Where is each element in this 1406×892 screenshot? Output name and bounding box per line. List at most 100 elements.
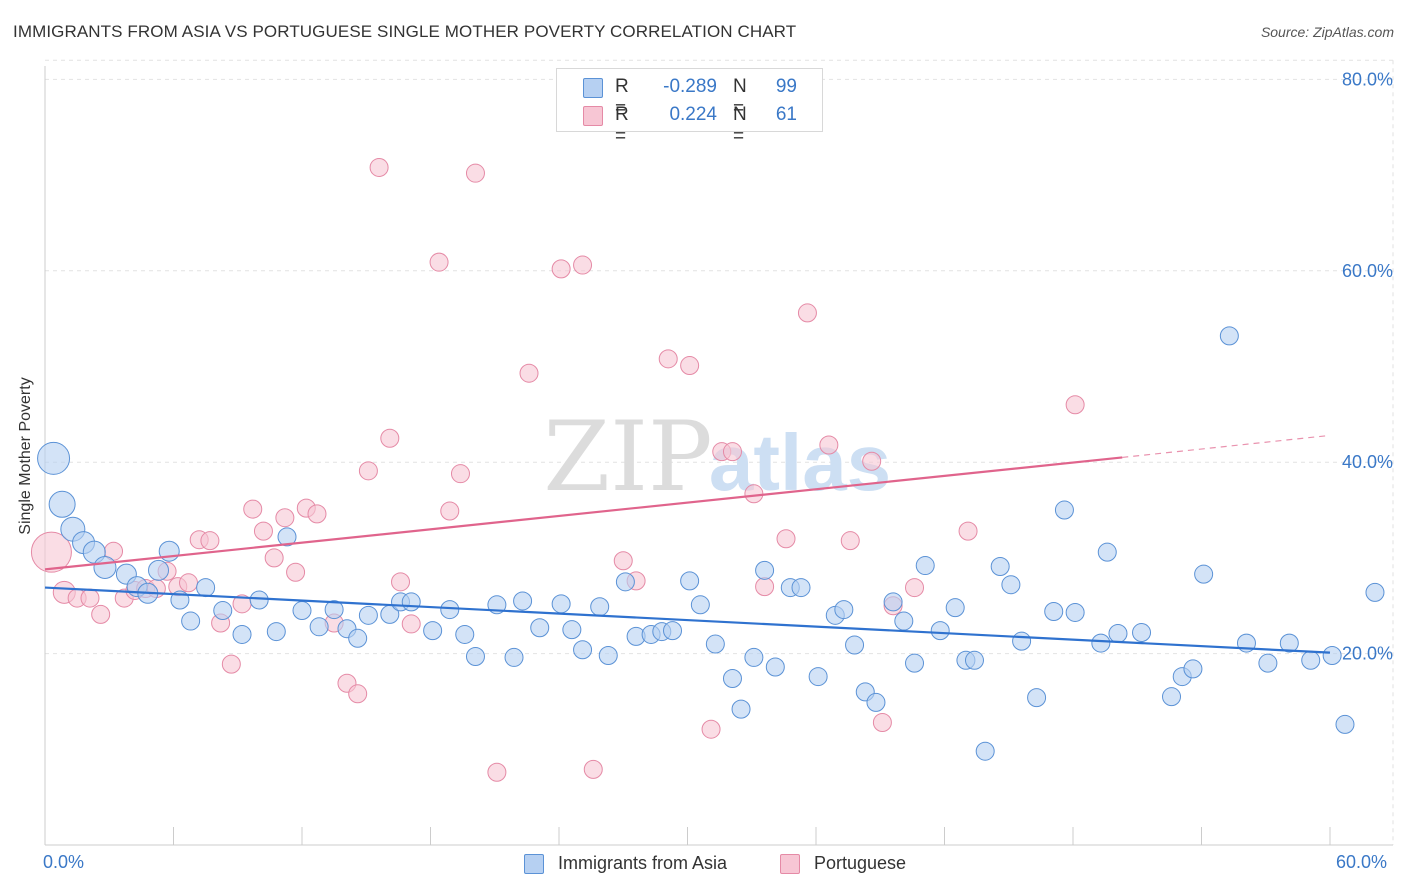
asia-point — [562, 620, 582, 640]
asia-point — [1365, 582, 1385, 602]
asia-n-value: 99 — [775, 76, 797, 97]
portuguese-point — [872, 713, 892, 733]
y-axis-title: Single Mother Poverty — [17, 377, 34, 535]
portuguese-point — [744, 484, 764, 504]
asia-point — [232, 624, 252, 644]
asia-point — [358, 605, 378, 625]
asia-point — [309, 617, 329, 637]
asia-point — [504, 647, 524, 667]
asia-r-value: -0.289 — [663, 76, 717, 97]
portuguese-point — [91, 604, 111, 624]
asia-point — [530, 618, 550, 638]
asia-point — [1162, 687, 1182, 707]
asia-point — [181, 611, 201, 631]
asia-point — [1091, 633, 1111, 653]
asia-point — [573, 640, 593, 660]
portuguese-point — [80, 588, 100, 608]
y-tick-label: 40.0% — [1342, 452, 1393, 472]
asia-point — [277, 527, 297, 547]
portuguese-point — [583, 759, 603, 779]
asia-point — [930, 621, 950, 641]
asia-point — [598, 646, 618, 666]
portuguese-point — [253, 521, 273, 541]
portuguese-point — [200, 531, 220, 551]
asia-point — [1012, 631, 1032, 651]
portuguese-point — [221, 654, 241, 674]
asia-point — [1001, 575, 1021, 595]
correlation-legend: R = -0.289 N = 99 R = 0.224 N = 61 — [556, 68, 823, 147]
portuguese-point — [819, 435, 839, 455]
asia-r-label: R = — [615, 76, 629, 119]
asia-points — [37, 326, 1385, 761]
asia-point — [765, 657, 785, 677]
asia-point — [1301, 650, 1321, 670]
asia-point — [663, 621, 683, 641]
portuguese-point — [275, 508, 295, 528]
watermark-atlas: atlas — [709, 418, 891, 507]
asia-point — [440, 600, 460, 620]
y-tick-labels: 20.0% 40.0% 60.0% 80.0% — [1342, 69, 1393, 663]
portuguese-point — [307, 504, 327, 524]
portuguese-point — [905, 578, 925, 598]
asia-point — [1097, 542, 1117, 562]
asia-point — [455, 624, 475, 644]
trend-lines — [44, 434, 1331, 654]
portuguese-point — [680, 356, 700, 376]
bottom-portuguese-label: Portuguese — [814, 853, 907, 873]
asia-point — [690, 595, 710, 615]
asia-point — [834, 600, 854, 620]
portuguese-point — [30, 531, 72, 573]
portuguese-point — [440, 501, 460, 521]
portuguese-point — [286, 562, 306, 582]
bottom-asia-swatch — [524, 854, 544, 874]
asia-point — [731, 699, 751, 719]
portuguese-point — [264, 548, 284, 568]
asia-point — [513, 591, 533, 611]
asia-point — [401, 592, 421, 612]
x-tick-label-max: 60.0% — [1336, 852, 1388, 872]
asia-point — [1054, 500, 1074, 520]
portuguese-point — [429, 252, 449, 272]
asia-point — [1183, 659, 1203, 679]
asia-point — [292, 601, 312, 621]
portuguese-point — [755, 577, 775, 597]
asia-point — [37, 441, 71, 475]
asia-point — [705, 634, 725, 654]
portuguese-trend-extension — [1122, 434, 1331, 459]
asia-point — [845, 635, 865, 655]
asia-point — [48, 490, 76, 518]
asia-point — [249, 590, 269, 610]
portuguese-swatch — [583, 106, 603, 126]
x-tick-label-min: 0.0% — [43, 852, 85, 872]
portuguese-trend-line — [44, 456, 1123, 571]
asia-trend-line — [44, 586, 1331, 654]
portuguese-point — [450, 464, 470, 484]
portuguese-point — [465, 163, 485, 183]
portuguese-point — [487, 762, 507, 782]
y-tick-label: 80.0% — [1342, 69, 1393, 89]
y-tick-label: 60.0% — [1342, 261, 1393, 281]
portuguese-point — [391, 572, 411, 592]
asia-point — [883, 592, 903, 612]
portuguese-point — [380, 428, 400, 448]
asia-point — [590, 597, 610, 617]
asia-point — [1065, 602, 1085, 622]
asia-point — [894, 611, 914, 631]
asia-point — [945, 598, 965, 618]
portuguese-point — [519, 363, 539, 383]
portuguese-point — [551, 259, 571, 279]
bottom-asia-label: Immigrants from Asia — [558, 853, 728, 873]
portuguese-point — [348, 684, 368, 704]
portuguese-r-value: 0.224 — [669, 104, 717, 125]
asia-point — [915, 556, 935, 576]
asia-point — [1335, 714, 1355, 734]
portuguese-point — [358, 461, 378, 481]
asia-point — [93, 555, 117, 579]
asia-point — [1219, 326, 1239, 346]
portuguese-point — [797, 303, 817, 323]
chart-title: IMMIGRANTS FROM ASIA VS PORTUGUESE SINGL… — [13, 22, 797, 41]
asia-point — [266, 622, 286, 642]
asia-point — [551, 594, 571, 614]
asia-point — [744, 647, 764, 667]
source-label: Source: ZipAtlas.com — [1260, 24, 1394, 40]
